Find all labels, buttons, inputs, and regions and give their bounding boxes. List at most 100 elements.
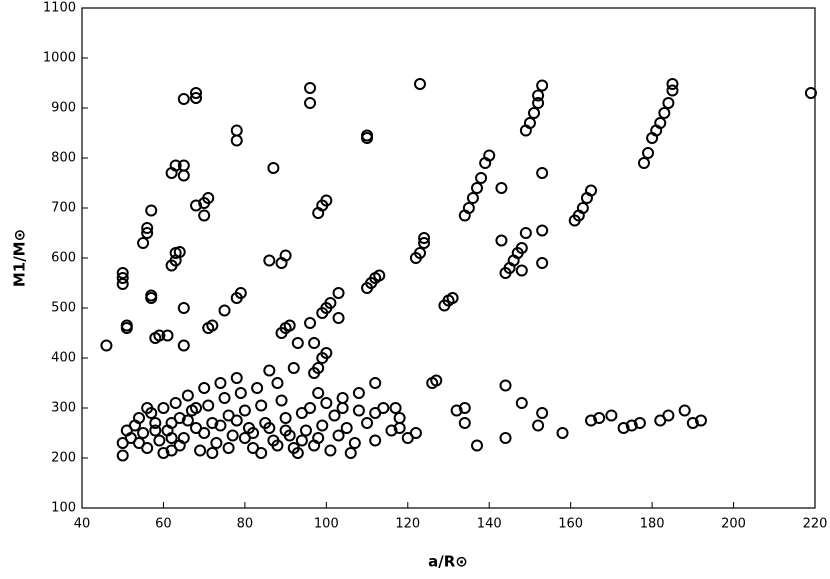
point [312,432,325,444]
point [515,397,528,409]
point [642,147,655,159]
point [165,432,178,444]
x-tick-label: 100 [314,517,339,532]
y-tick-label: 1100 [43,1,76,16]
point [536,79,549,92]
point [194,444,207,457]
point [352,404,365,417]
point [536,224,549,237]
point [234,287,247,299]
point [336,402,349,414]
point [662,97,675,109]
point [413,78,426,90]
point [361,129,374,142]
point [263,422,276,434]
point [279,424,292,437]
point [654,117,667,129]
x-tick-label: 40 [74,517,91,532]
point [271,439,284,452]
point [418,232,431,244]
point [361,417,374,429]
point [633,417,646,429]
point [149,417,162,429]
point [499,432,512,444]
point [214,419,227,432]
point [304,402,317,414]
point [230,134,243,147]
point [304,82,317,94]
point [462,202,475,214]
point [181,389,194,402]
point [336,392,349,404]
point [536,257,549,269]
point [287,362,300,374]
point [279,249,292,262]
point [340,422,353,434]
point [332,312,345,324]
point [393,412,406,424]
point [275,394,288,407]
point [267,162,280,174]
point [299,424,312,437]
y-tick-label: 400 [51,351,76,366]
point [332,429,345,442]
x-tick-label: 220 [803,517,828,532]
point [576,202,589,214]
point [369,407,382,419]
point [255,399,268,412]
x-tick-label: 180 [640,517,665,532]
point [263,364,276,377]
point [287,442,300,454]
point [218,304,231,317]
point [157,402,170,414]
point [190,92,203,104]
point [536,407,549,419]
point [495,234,508,247]
point [157,447,170,459]
point [536,167,549,179]
point [218,392,231,404]
point [804,87,817,99]
point [173,439,186,452]
point [515,264,528,277]
point [446,292,459,304]
point [495,182,508,194]
point [133,412,146,424]
point [295,434,308,447]
point [177,302,190,314]
point [230,124,243,137]
y-tick-label: 800 [51,151,76,166]
point [198,382,211,394]
point [519,227,532,239]
point [450,404,463,417]
point [320,194,333,207]
point [528,107,541,119]
point [458,402,471,414]
point [373,269,386,282]
point [332,287,345,299]
point [662,409,675,422]
point [344,447,357,459]
point [471,182,484,194]
point [385,424,398,437]
point [153,329,166,342]
point [145,289,158,302]
y-tick-label: 600 [51,251,76,266]
point [255,447,268,459]
point [658,107,671,119]
point [165,417,178,429]
point [283,319,296,332]
point [222,442,235,454]
point [312,387,325,399]
point [251,382,264,394]
point [585,414,598,427]
y-tick-label: 900 [51,101,76,116]
point [153,434,166,447]
point [161,329,174,342]
point [515,242,528,254]
x-axis-label: a/R⊙ [428,553,468,571]
x-tick-label: 120 [395,517,420,532]
point [324,444,337,457]
point [238,404,251,417]
